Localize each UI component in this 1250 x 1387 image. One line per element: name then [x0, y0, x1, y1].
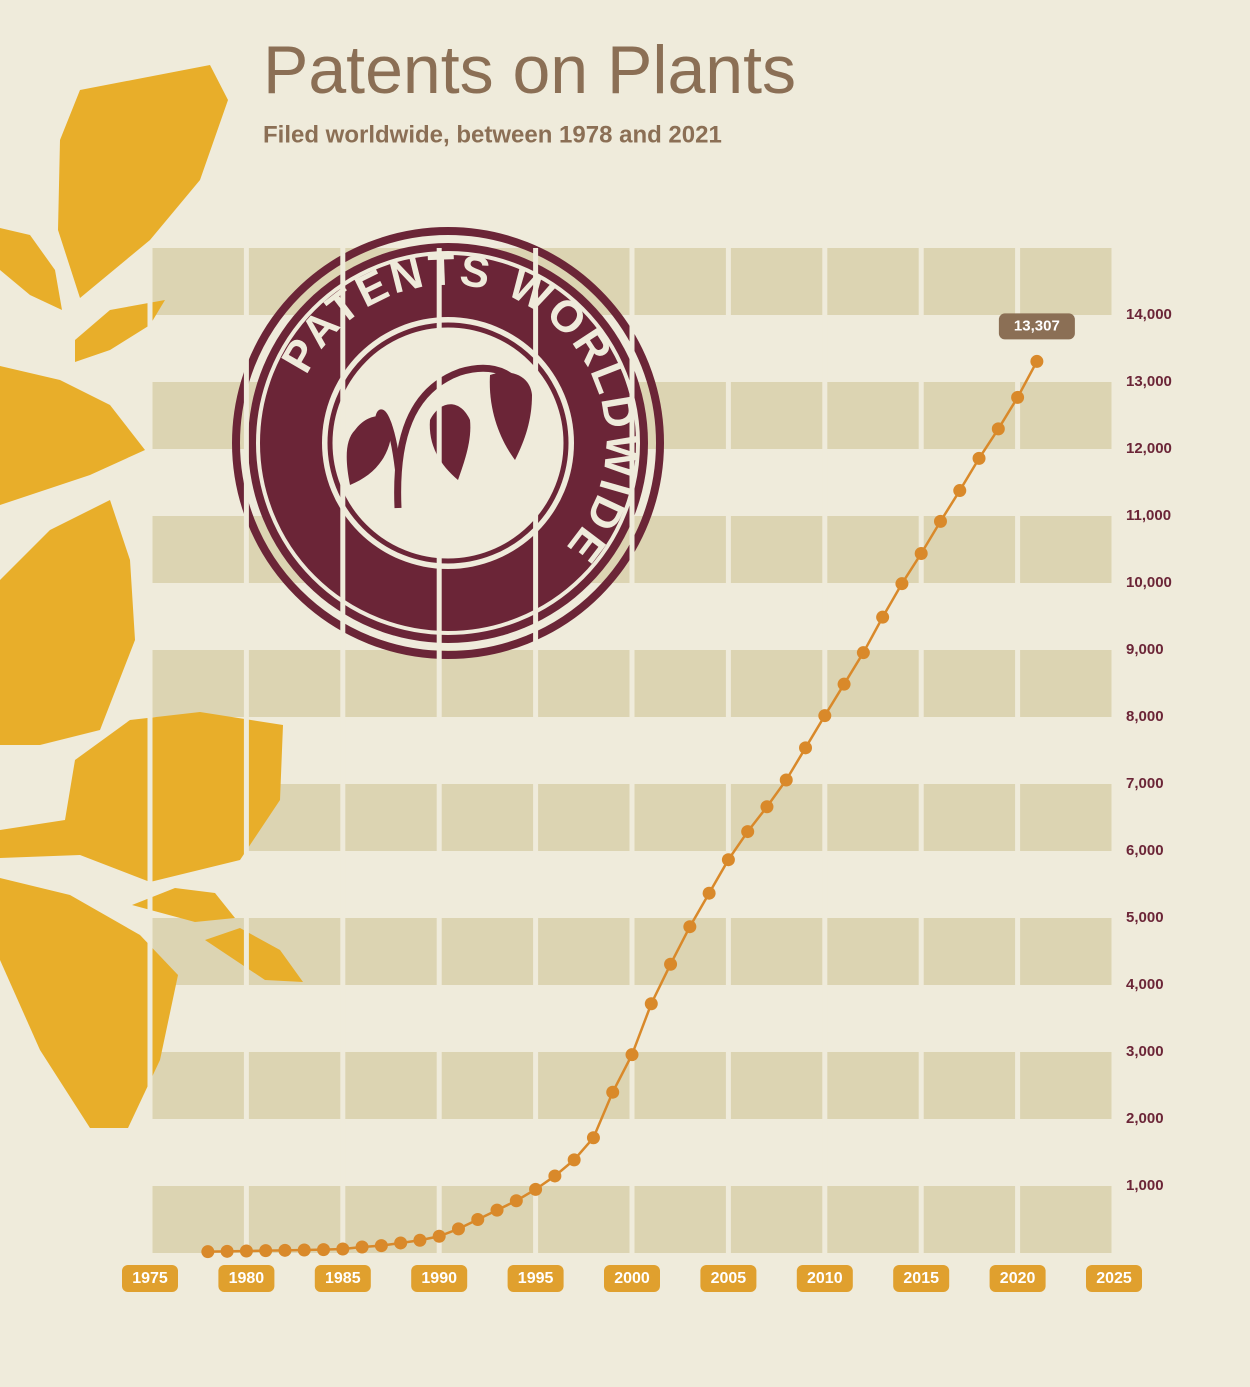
point: [645, 997, 658, 1010]
point: [799, 741, 812, 754]
x-tick-label: 1975: [132, 1270, 168, 1287]
x-tick-label: 2025: [1096, 1270, 1132, 1287]
y-tick-label: 9,000: [1126, 641, 1164, 658]
x-tick-label: 2000: [614, 1270, 650, 1287]
x-tick-label: 2010: [807, 1270, 843, 1287]
chart-subtitle: Filed worldwide, between 1978 and 2021: [263, 121, 722, 148]
y-tick-label: 13,000: [1126, 373, 1172, 390]
y-tick-label: 3,000: [1126, 1043, 1164, 1060]
x-tick-label: 1985: [325, 1270, 361, 1287]
point: [548, 1169, 561, 1182]
point: [818, 709, 831, 722]
point: [433, 1230, 446, 1243]
y-tick-label: 8,000: [1126, 708, 1164, 725]
point: [915, 547, 928, 560]
point: [221, 1245, 234, 1258]
point: [529, 1183, 542, 1196]
point: [510, 1194, 523, 1207]
point: [394, 1236, 407, 1249]
chart: Patents on Plants Filed worldwide, betwe…: [0, 0, 1250, 1387]
point: [741, 825, 754, 838]
y-tick-label: 12,000: [1126, 440, 1172, 457]
point: [722, 853, 735, 866]
y-tick-label: 1,000: [1126, 1177, 1164, 1194]
point: [973, 452, 986, 465]
point: [201, 1245, 214, 1258]
point: [664, 958, 677, 971]
y-tick-label: 6,000: [1126, 842, 1164, 859]
point: [606, 1086, 619, 1099]
point: [240, 1244, 253, 1257]
chart-title: Patents on Plants: [263, 32, 796, 108]
y-tick-label: 5,000: [1126, 909, 1164, 926]
point: [278, 1244, 291, 1257]
x-tick-label: 2020: [1000, 1270, 1036, 1287]
point: [934, 515, 947, 528]
point: [857, 646, 870, 659]
point: [298, 1243, 311, 1256]
point: [1030, 355, 1043, 368]
point: [953, 484, 966, 497]
point: [317, 1243, 330, 1256]
point: [626, 1048, 639, 1061]
y-tick-label: 4,000: [1126, 976, 1164, 993]
y-tick-label: 10,000: [1126, 574, 1172, 591]
point: [587, 1131, 600, 1144]
point: [259, 1244, 272, 1257]
x-tick-label: 2015: [903, 1270, 939, 1287]
point: [992, 422, 1005, 435]
y-tick-label: 14,000: [1126, 306, 1172, 323]
point: [356, 1240, 369, 1253]
y-tick-label: 11,000: [1126, 507, 1171, 524]
point: [876, 611, 889, 624]
point: [491, 1204, 504, 1217]
point: [683, 920, 696, 933]
point: [780, 773, 793, 786]
point: [1011, 391, 1024, 404]
x-tick-label: 1995: [518, 1270, 554, 1287]
point: [452, 1222, 465, 1235]
point: [375, 1239, 388, 1252]
point: [413, 1234, 426, 1247]
x-tick-label: 1990: [421, 1270, 457, 1287]
point: [703, 887, 716, 900]
point: [760, 800, 773, 813]
point: [336, 1242, 349, 1255]
point: [895, 577, 908, 590]
point: [471, 1213, 484, 1226]
x-tick-label: 2005: [711, 1270, 747, 1287]
stamp: PATENTS WORLDWIDE: [236, 231, 660, 655]
value-label: 13,307: [1014, 317, 1060, 334]
x-tick-label: 1980: [229, 1270, 265, 1287]
y-tick-label: 7,000: [1126, 775, 1164, 792]
point: [838, 678, 851, 691]
y-tick-label: 2,000: [1126, 1110, 1164, 1127]
point: [568, 1153, 581, 1166]
